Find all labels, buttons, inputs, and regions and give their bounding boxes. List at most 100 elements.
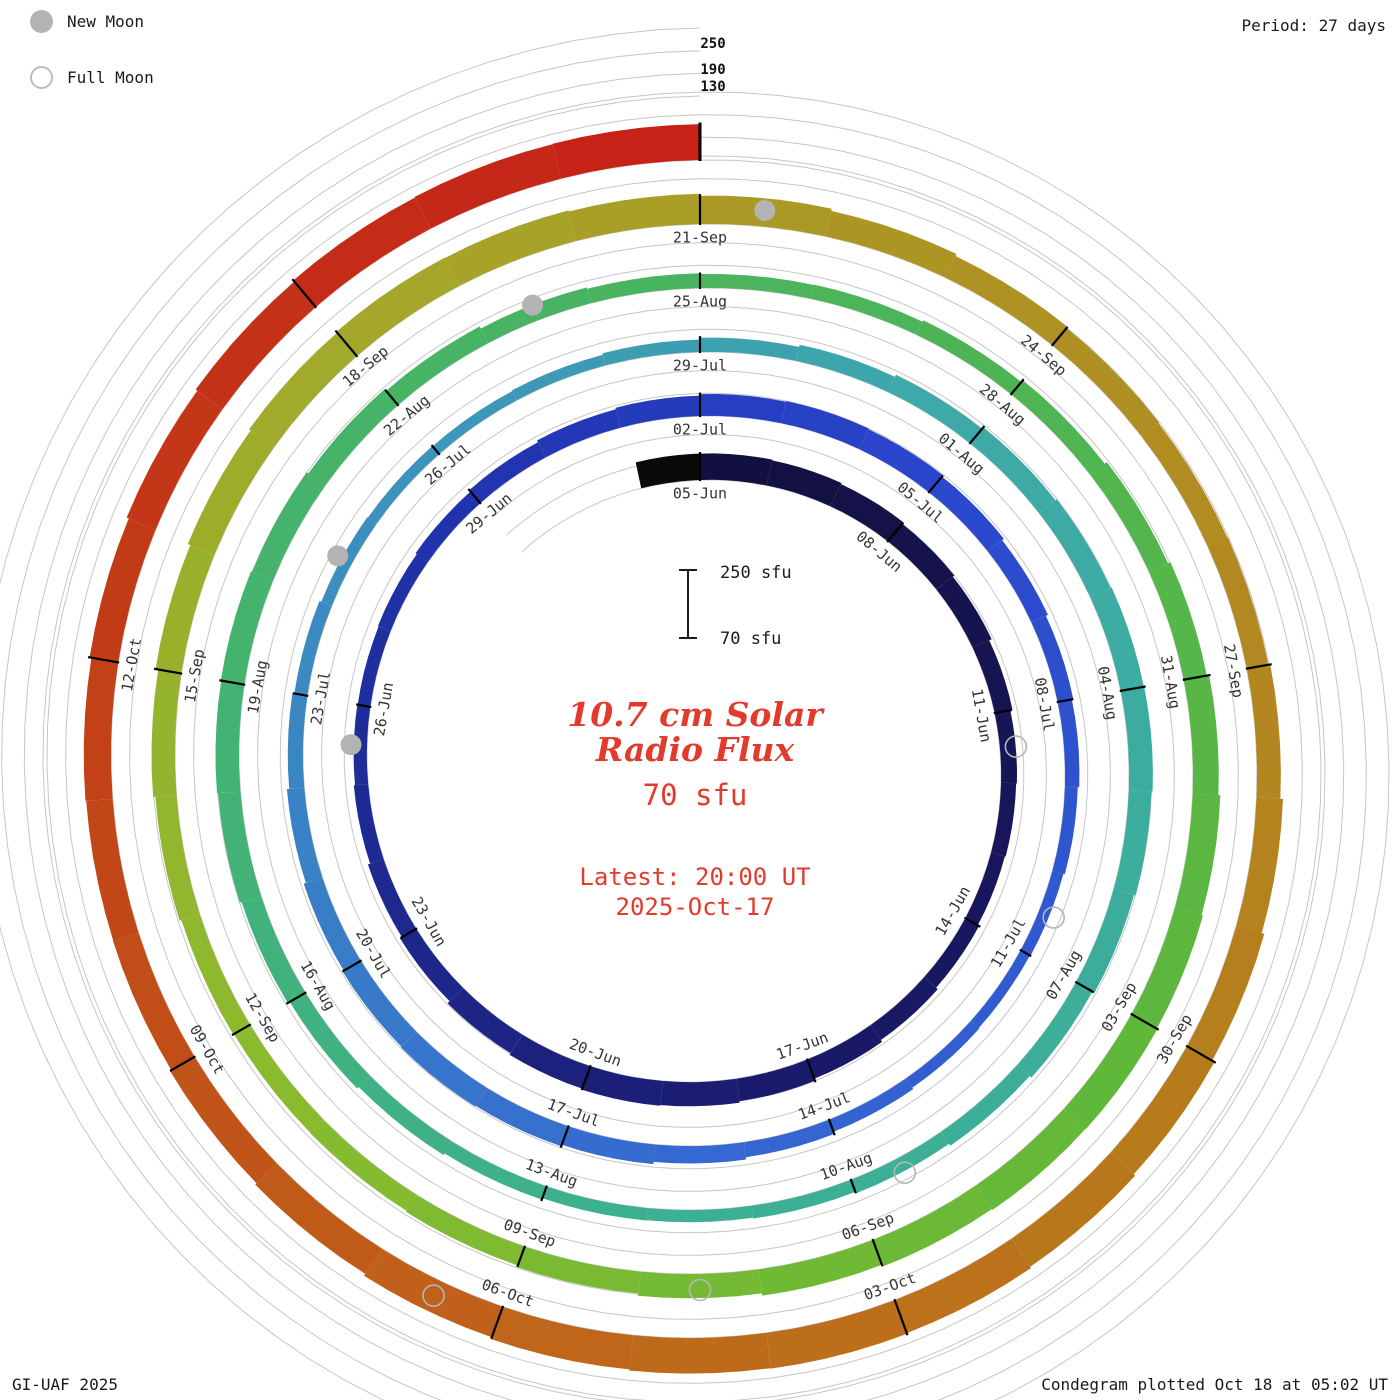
date-tick: [341, 959, 363, 973]
flux-bar: [829, 1078, 914, 1132]
flux-bar: [218, 791, 262, 903]
date-tick: [467, 488, 482, 505]
flux-bar: [887, 374, 983, 444]
flux-bar: [187, 430, 274, 556]
flux-bar: [445, 210, 576, 286]
flux-bar: [1120, 686, 1153, 792]
flux-bar: [249, 332, 357, 448]
current-flux-value: 70 sfu: [642, 778, 748, 812]
flux-bar: [1064, 1014, 1158, 1130]
flux-bar: [581, 1066, 664, 1106]
flux-bar: [89, 518, 156, 663]
date-tick: [1009, 378, 1025, 396]
flux-bar: [795, 344, 895, 392]
flux-bar: [1057, 699, 1080, 788]
flux-bar: [1175, 793, 1221, 916]
date-tick: [1056, 698, 1074, 704]
flux-bar: [358, 1076, 453, 1155]
flux-bar: [233, 1024, 324, 1133]
flux-bar: [155, 545, 215, 674]
flux-bar: [475, 1088, 569, 1147]
full-moon-marker-07-Sep: [688, 1278, 712, 1302]
flux-bar: [736, 1059, 815, 1102]
legend-full-moon-label: Full Moon: [67, 68, 154, 87]
flux-bar: [112, 933, 195, 1071]
flux-bar: [1090, 587, 1144, 691]
flux-bar: [1011, 380, 1105, 475]
new-moon-icon: [30, 10, 53, 33]
flux-bar: [830, 484, 904, 542]
flux-bar: [941, 1064, 1030, 1146]
flux-bar: [294, 600, 332, 696]
flux-bar: [653, 1142, 747, 1164]
flux-bar: [1141, 423, 1228, 546]
flux-bar: [700, 337, 800, 361]
flux-bar: [602, 339, 700, 366]
date-tick: [1245, 663, 1272, 670]
flux-bar: [215, 680, 245, 794]
flux-bar: [944, 256, 1068, 346]
flux-bar: [587, 273, 700, 304]
date-tick: [827, 1118, 836, 1136]
flux-bar: [353, 704, 371, 786]
latest-date: 2025-Oct-17: [615, 893, 775, 921]
date-tick: [516, 1245, 527, 1268]
flux-bar: [444, 1141, 547, 1200]
date-tick: [580, 1064, 592, 1091]
flux-bar: [517, 1246, 641, 1294]
date-tick: [886, 522, 905, 543]
flux-bar: [1090, 462, 1168, 572]
flux-bar: [660, 1078, 740, 1107]
flux-bar: [126, 390, 223, 531]
date-tick: [849, 1178, 857, 1194]
date-tick: [153, 667, 183, 675]
date-label-26-Jun: 26-Jun: [370, 681, 397, 737]
date-tick: [219, 679, 246, 686]
flux-bar: [1207, 537, 1269, 669]
outer-tick-250: 250: [700, 36, 726, 52]
full-moon-marker-06-Oct: [422, 1284, 445, 1307]
flux-bar: [86, 799, 139, 941]
flux-bar: [1038, 499, 1111, 597]
flux-bar: [928, 476, 1004, 551]
flux-bar: [286, 788, 323, 883]
chart-title-line1: 10.7 cm Solar: [567, 695, 823, 734]
date-tick: [87, 656, 120, 664]
flux-bar: [377, 554, 428, 632]
flux-bar: [195, 281, 316, 410]
flux-bar: [916, 320, 1022, 395]
flux-bar: [542, 1186, 649, 1221]
flux-bar: [509, 1034, 591, 1089]
date-tick: [893, 1298, 909, 1336]
flux-bar: [1236, 797, 1283, 934]
flux-bar: [1031, 615, 1074, 702]
flux-bar: [364, 1248, 503, 1338]
flux-bar: [1052, 786, 1078, 875]
flux-bar: [342, 960, 417, 1047]
flux-bar: [987, 540, 1048, 623]
date-tick: [1119, 685, 1146, 693]
flux-bar: [870, 976, 938, 1040]
flux-bar: [936, 576, 992, 648]
flux-bar: [751, 1179, 856, 1219]
flux-bar: [894, 1238, 1031, 1334]
flux-bar: [561, 1126, 656, 1165]
flux-bar: [432, 391, 517, 455]
flux-bar: [1131, 907, 1203, 1029]
date-tick: [291, 278, 318, 309]
flux-bar: [1017, 982, 1093, 1078]
flux-bar: [308, 389, 398, 486]
date-label-21-Sep: 21-Sep: [673, 229, 727, 247]
flux-bar: [367, 446, 440, 524]
outer-tick-130: 130: [700, 79, 726, 95]
date-label-05-Jun: 05-Jun: [673, 485, 727, 503]
scale-top-label: 250 sfu: [720, 563, 792, 583]
date-tick: [1074, 980, 1095, 994]
flux-bar: [415, 491, 481, 563]
flux-bar: [629, 1332, 771, 1374]
flux-bar: [1148, 562, 1207, 680]
flux-bar: [83, 657, 119, 801]
date-tick: [490, 1305, 505, 1340]
flux-bar: [1113, 790, 1152, 896]
date-tick: [1182, 673, 1211, 681]
